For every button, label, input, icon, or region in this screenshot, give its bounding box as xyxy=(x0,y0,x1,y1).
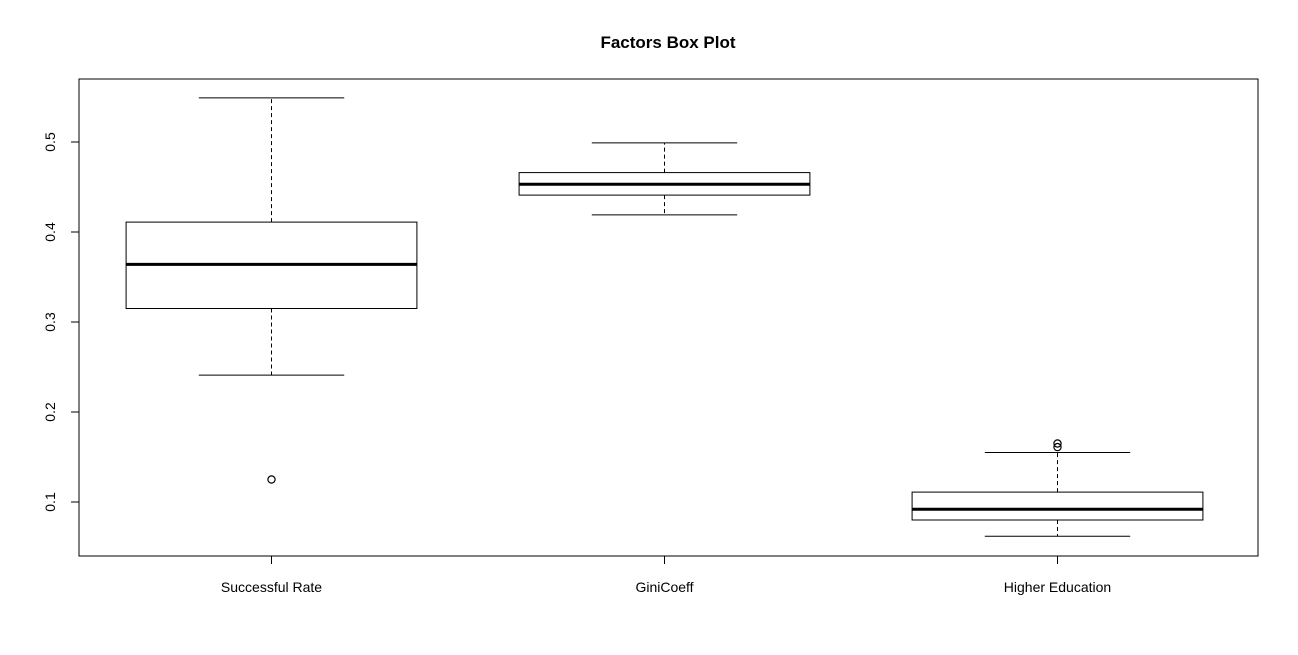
x-tick-label: Successful Rate xyxy=(221,579,322,595)
y-tick-label: 0.1 xyxy=(42,492,58,512)
box-group xyxy=(518,142,811,216)
y-tick-label: 0.5 xyxy=(42,132,58,152)
plot-frame xyxy=(78,78,1259,557)
outlier-point xyxy=(1053,439,1062,448)
y-axis: 0.1 0.2 0.3 0.4 0.5 xyxy=(42,132,80,512)
box-group xyxy=(125,97,418,484)
box-group xyxy=(911,439,1204,537)
outlier-point xyxy=(267,475,276,484)
outlier-point xyxy=(1053,442,1062,452)
y-tick-label: 0.4 xyxy=(42,222,58,242)
x-axis: Successful Rate GiniCoeff Higher Education xyxy=(221,555,1111,595)
x-tick-label: Higher Education xyxy=(1004,579,1111,595)
chart-title: Factors Box Plot xyxy=(600,33,735,52)
x-tick-label: GiniCoeff xyxy=(635,579,693,595)
iqr-box xyxy=(911,491,1204,521)
box-series xyxy=(125,97,1204,537)
y-tick-label: 0.3 xyxy=(42,312,58,332)
y-tick-label: 0.2 xyxy=(42,402,58,422)
